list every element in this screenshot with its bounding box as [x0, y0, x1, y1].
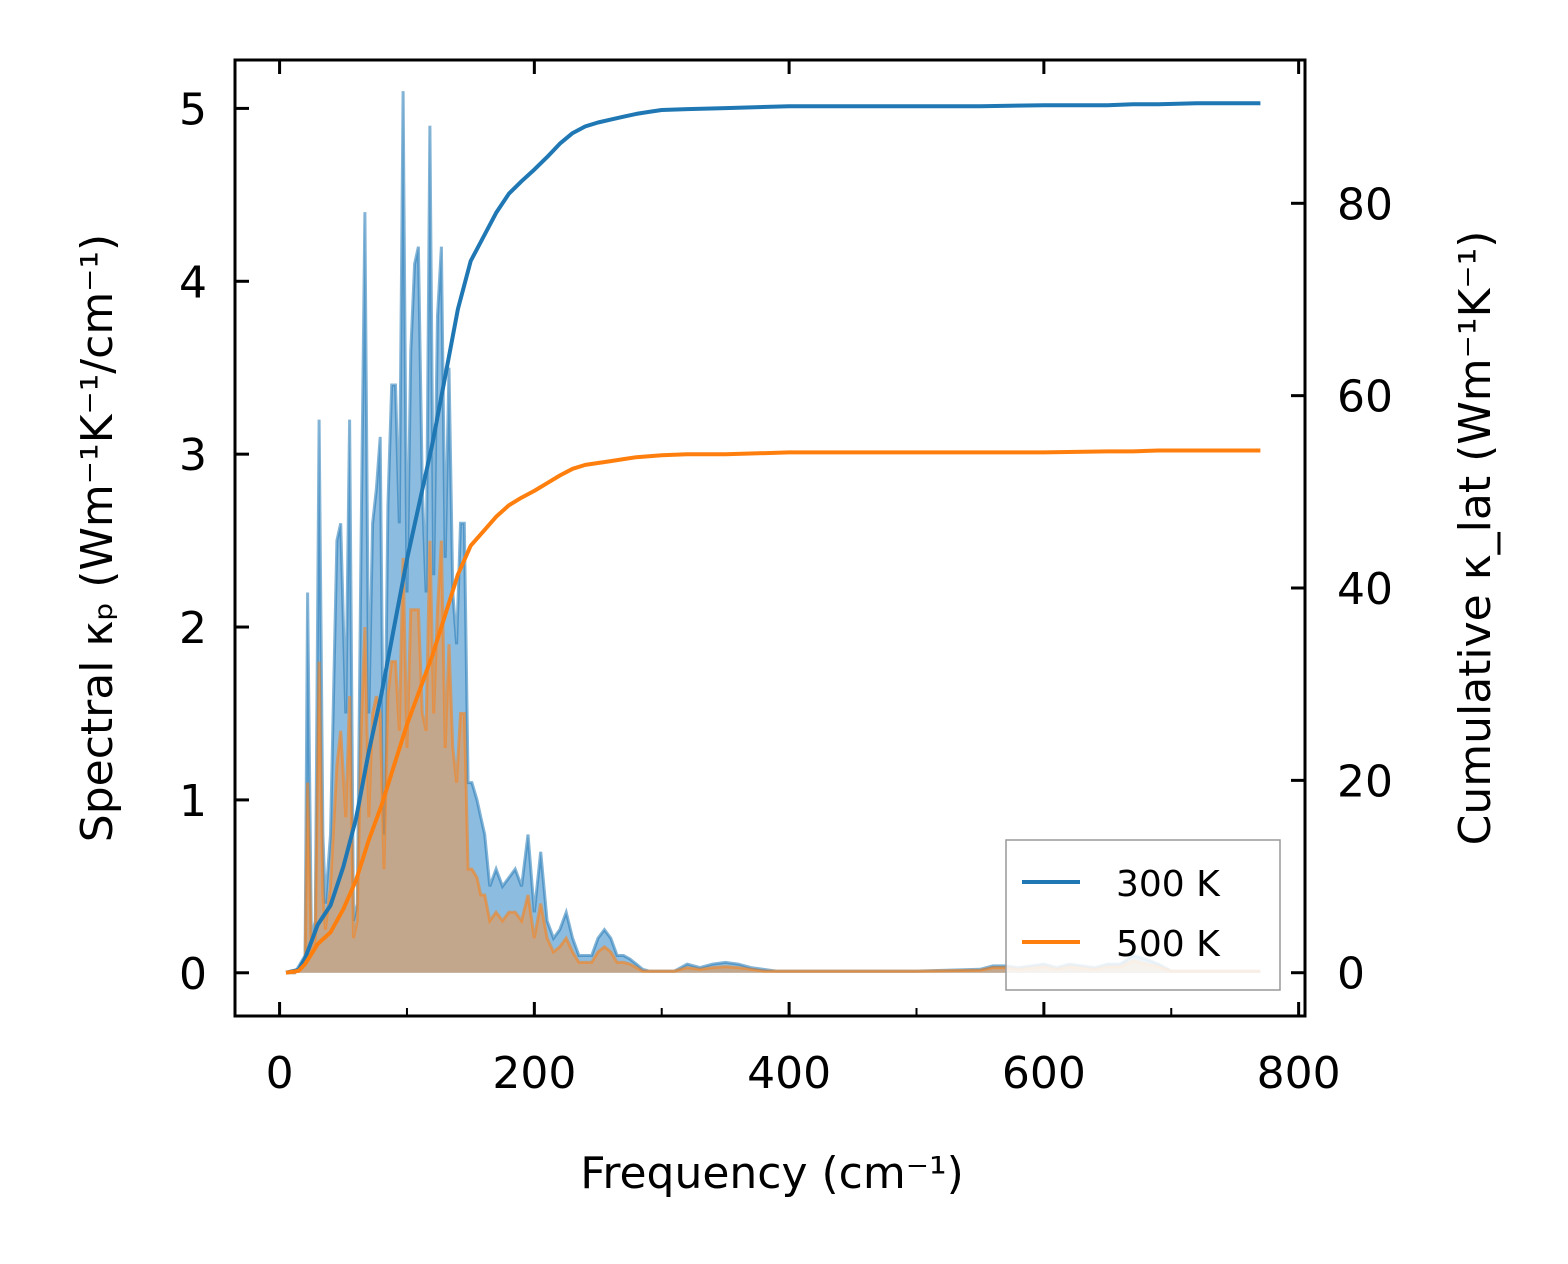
x-tick-label: 200: [492, 1048, 576, 1099]
right-y-tick-label: 40: [1337, 564, 1393, 615]
legend-label-500k: 500 K: [1116, 924, 1221, 965]
x-axis-label: Frequency (cm⁻¹): [580, 1148, 964, 1199]
tick-labels: 0 200 400 600 800 0 1 2 3 4 5 0 20 40 60 80: [179, 84, 1393, 1099]
left-y-tick-label: 1: [179, 776, 207, 827]
x-tick-label: 400: [747, 1048, 831, 1099]
right-y-tick-label: 20: [1337, 756, 1393, 807]
x-tick-label: 800: [1257, 1048, 1341, 1099]
legend: 300 K 500 K: [1005, 839, 1281, 991]
right-y-tick-label: 0: [1337, 949, 1365, 1000]
left-y-tick-label: 5: [179, 84, 207, 135]
plot-area: [286, 91, 1261, 975]
left-y-axis-label: Spectral κₚ (Wm⁻¹K⁻¹/cm⁻¹): [72, 234, 123, 842]
right-y-tick-label: 80: [1337, 179, 1393, 230]
axes-frame: [233, 58, 1307, 1018]
left-y-tick-label: 0: [179, 949, 207, 1000]
spectral-fill-500k: [286, 540, 1261, 973]
x-tick-label: 600: [1002, 1048, 1086, 1099]
right-y-tick-label: 60: [1337, 372, 1393, 423]
x-tick-label: 0: [266, 1048, 294, 1099]
right-y-axis-label: Cumulative κ_lat (Wm⁻¹K⁻¹): [1450, 231, 1501, 846]
legend-box: [1005, 839, 1281, 991]
spectral-line-500k: [286, 540, 1261, 975]
cumulative-lines: [285, 101, 1261, 975]
cumulative-line-300k: [285, 101, 1261, 975]
left-y-tick-label: 3: [179, 430, 207, 481]
left-y-tick-label: 4: [179, 257, 207, 308]
legend-label-300k: 300 K: [1116, 864, 1221, 905]
cumulative-line-500k: [285, 448, 1261, 975]
left-y-tick-label: 2: [179, 603, 207, 654]
axis-ticks: [235, 60, 1305, 1016]
